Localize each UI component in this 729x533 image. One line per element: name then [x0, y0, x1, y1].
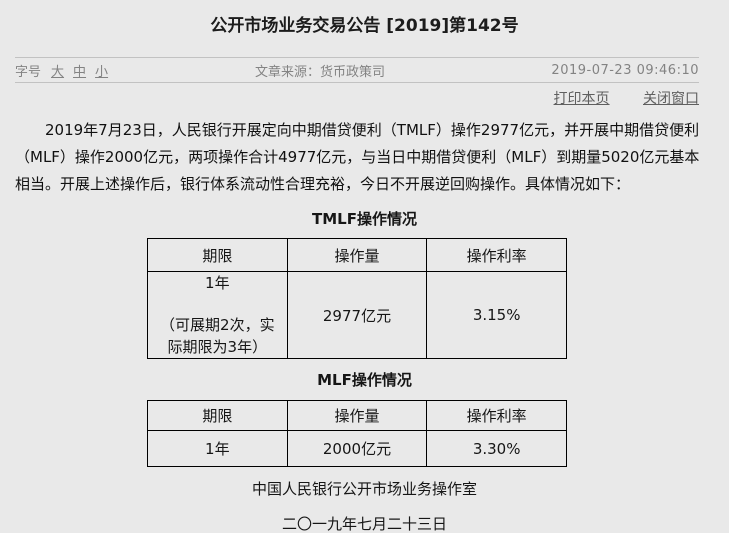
amount-cell: 2977亿元 [286, 271, 428, 359]
font-size-small-link[interactable]: 小 [95, 64, 109, 80]
font-size-control: 字号 大 中 小 [15, 61, 117, 80]
column-header-rate: 操作利率 [426, 238, 567, 272]
column-header-term: 期限 [147, 238, 288, 272]
font-size-label: 字号 [15, 64, 42, 80]
font-size-large-link[interactable]: 大 [51, 64, 65, 80]
close-window-link[interactable]: 关闭窗口 [643, 91, 699, 107]
tmlf-section-title: TMLF操作情况 [312, 210, 417, 228]
font-size-medium-link[interactable]: 中 [73, 64, 87, 80]
term-cell: 1年 [147, 430, 288, 467]
article-source-label: 文章来源： [255, 64, 321, 80]
column-header-amount: 操作量 [286, 238, 428, 272]
announcement-paragraph: 2019年7月23日，人民银行开展定向中期借贷便利（TMLF）操作2977亿元，… [15, 121, 700, 193]
term-note: （可展期2次，实际期限为3年） [160, 316, 275, 356]
tmlf-table: 期限 操作量 操作利率 1年 （可展期2次，实际期限为3年） 2977亿元 3.… [147, 238, 567, 359]
page-title: 公开市场业务交易公告 [2019]第142号 [210, 16, 519, 36]
column-header-amount: 操作量 [286, 400, 428, 431]
article-source: 文章来源：货币政策司 [255, 61, 385, 80]
issue-date-chinese: 二〇一九年七月二十三日 [281, 515, 447, 533]
table-header-row: 期限 操作量 操作利率 [147, 238, 567, 272]
mlf-section-title: MLF操作情况 [317, 371, 412, 389]
term-cell: 1年 （可展期2次，实际期限为3年） [147, 271, 288, 359]
mlf-table: 期限 操作量 操作利率 1年 2000亿元 3.30% [147, 400, 567, 467]
column-header-rate: 操作利率 [426, 400, 567, 431]
table-header-row: 期限 操作量 操作利率 [147, 400, 567, 431]
table-row: 1年 2000亿元 3.30% [147, 430, 567, 467]
article-source-value: 货币政策司 [320, 64, 386, 80]
print-page-link[interactable]: 打印本页 [553, 91, 610, 107]
column-header-term: 期限 [147, 400, 288, 431]
issuer-signature: 中国人民银行公开市场业务操作室 [251, 480, 477, 498]
table-row: 1年 （可展期2次，实际期限为3年） 2977亿元 3.15% [147, 271, 567, 359]
rate-cell: 3.30% [426, 430, 567, 467]
rate-cell: 3.15% [426, 271, 567, 359]
amount-cell: 2000亿元 [286, 430, 428, 467]
meta-bar: 字号 大 中 小 文章来源：货币政策司 2019-07-23 09:46:10 [15, 57, 699, 83]
action-links: 打印本页 关闭窗口 [15, 90, 699, 108]
term-value: 1年 [205, 274, 230, 292]
publish-datetime: 2019-07-23 09:46:10 [551, 62, 699, 78]
